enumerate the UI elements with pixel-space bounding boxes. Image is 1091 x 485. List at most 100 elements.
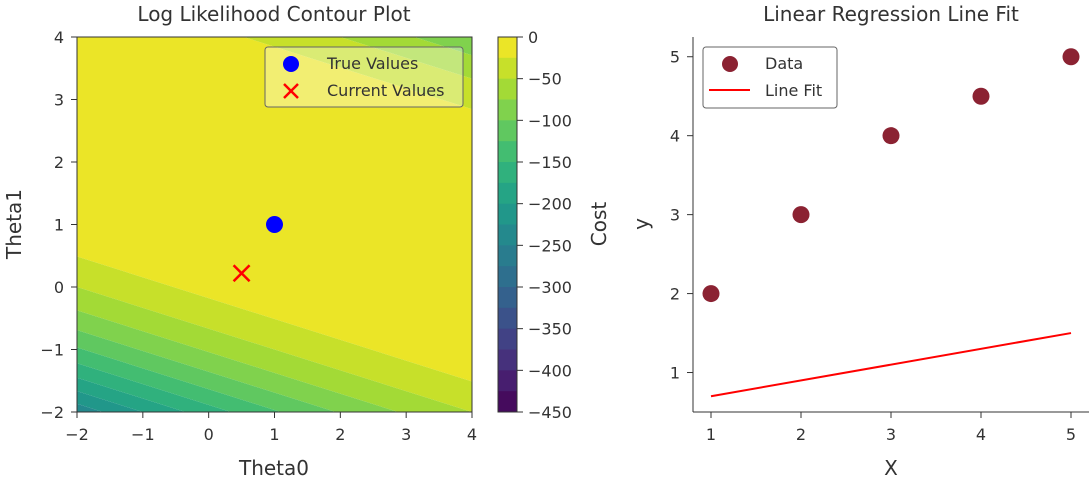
colorbar-tick-label: −50	[528, 70, 562, 89]
x-tick-label: −2	[65, 425, 89, 444]
line-fit	[710, 332, 1072, 398]
legend-true-values-label: True Values	[326, 54, 418, 73]
legend-current-values-label: Current Values	[327, 81, 444, 100]
contour-title: Log Likelihood Contour Plot	[137, 2, 410, 26]
colorbar-level	[498, 245, 517, 267]
contour-band	[77, 256, 472, 412]
x-tick-label: 2	[796, 425, 806, 444]
colorbar-tick-label: 0	[528, 28, 538, 47]
regression-legend: Data Line Fit	[702, 46, 838, 109]
colorbar-tick-label: −150	[528, 153, 572, 172]
colorbar-level	[498, 370, 517, 392]
regression-title: Linear Regression Line Fit	[763, 2, 1019, 26]
y-tick-label: 2	[54, 153, 64, 172]
contour-band	[77, 347, 281, 412]
x-tick-label: 1	[269, 425, 279, 444]
contour-band	[77, 391, 143, 412]
colorbar-level	[498, 162, 517, 184]
y-tick-label: −1	[40, 341, 64, 360]
colorbar-tick-label: −450	[528, 403, 572, 422]
colorbar-level	[498, 37, 517, 59]
contour-band	[77, 330, 336, 412]
colorbar-tick-label: −250	[528, 236, 572, 255]
colorbar-bands	[498, 37, 517, 413]
line-fit-series	[710, 332, 1072, 398]
legend-data-marker	[722, 56, 738, 72]
contour-band	[77, 377, 186, 412]
y-tick-label: 1	[54, 216, 64, 235]
y-tick-label: 4	[54, 28, 64, 47]
regression-y-label: y	[629, 218, 653, 230]
regression-chart: Linear Regression Line Fit 1 2 3 4 5 1 2 3 4 5 X…	[629, 2, 1089, 480]
x-tick-label: 4	[467, 425, 477, 444]
colorbar-level	[498, 266, 517, 288]
contour-band	[243, 37, 472, 110]
colorbar-level	[498, 99, 517, 121]
contour-bands	[77, 0, 1091, 475]
x-tick-label: 0	[204, 425, 214, 444]
colorbar-level	[498, 328, 517, 350]
legend-data-label: Data	[765, 54, 803, 73]
x-tick-label: 1	[706, 425, 716, 444]
true-values-point	[266, 216, 283, 233]
legend-current-values-marker	[283, 83, 299, 99]
colorbar-tick-label: −300	[528, 278, 572, 297]
colorbar-level	[498, 224, 517, 246]
colorbar-tick-label: −400	[528, 361, 572, 380]
contour-band	[77, 37, 472, 382]
colorbar-tick-label: −200	[528, 195, 572, 214]
data-point	[972, 87, 990, 105]
regression-y-ticks: 1 2 3 4 5	[670, 48, 693, 383]
contour-band	[586, 0, 1091, 475]
x-tick-label: 5	[1066, 425, 1076, 444]
contour-markers	[232, 216, 283, 283]
contour-band	[414, 37, 472, 56]
contour-y-label: Theta1	[2, 189, 26, 260]
contour-band	[801, 0, 1091, 475]
current-values-point	[232, 264, 251, 283]
colorbar-level	[498, 182, 517, 205]
data-point	[702, 285, 720, 303]
contour-x-label: Theta0	[238, 456, 309, 480]
data-point	[792, 206, 810, 224]
colorbar: 0 −50 −100 −150 −200 −250 −300 −350 −400 −450 Cos…	[497, 28, 611, 422]
x-tick-label: 2	[335, 425, 345, 444]
y-tick-label: 2	[670, 285, 680, 304]
colorbar-label: Cost	[587, 202, 611, 247]
colorbar-level	[498, 307, 517, 330]
colorbar-ticks: 0 −50 −100 −150 −200 −250 −300 −350 −400 −450	[517, 28, 572, 422]
y-tick-label: 0	[54, 278, 64, 297]
contour-band	[77, 287, 472, 412]
contour-band	[620, 0, 1091, 475]
data-point	[1062, 48, 1080, 66]
colorbar-level	[498, 120, 517, 142]
y-tick-label: 1	[670, 364, 680, 383]
colorbar-tick-label: −100	[528, 111, 572, 130]
y-tick-label: 3	[54, 91, 64, 110]
y-tick-label: 4	[670, 127, 680, 146]
contour-legend-box	[264, 46, 464, 108]
colorbar-level	[498, 349, 517, 371]
regression-x-label: X	[884, 456, 898, 480]
y-tick-label: −2	[40, 403, 64, 422]
colorbar-frame	[497, 36, 518, 413]
data-point	[882, 127, 900, 145]
contour-legend: True Values Current Values	[264, 46, 464, 108]
colorbar-level	[498, 287, 517, 309]
y-tick-label: 3	[670, 206, 680, 225]
contour-band	[77, 363, 231, 412]
x-tick-label: −1	[131, 425, 155, 444]
contour-band	[77, 310, 398, 412]
legend-line-fit-label: Line Fit	[765, 81, 822, 100]
data-series	[702, 48, 1080, 303]
contour-y-ticks: −2 −1 0 1 2 3 4	[40, 28, 77, 422]
colorbar-tick-label: −350	[528, 320, 572, 339]
regression-x-ticks: 1 2 3 4 5	[706, 412, 1076, 444]
contour-x-ticks: −2 −1 0 1 2 3 4	[65, 412, 477, 444]
legend-true-values-marker	[283, 56, 299, 72]
colorbar-level	[498, 141, 517, 163]
y-tick-label: 5	[670, 48, 680, 67]
x-tick-label: 3	[886, 425, 896, 444]
